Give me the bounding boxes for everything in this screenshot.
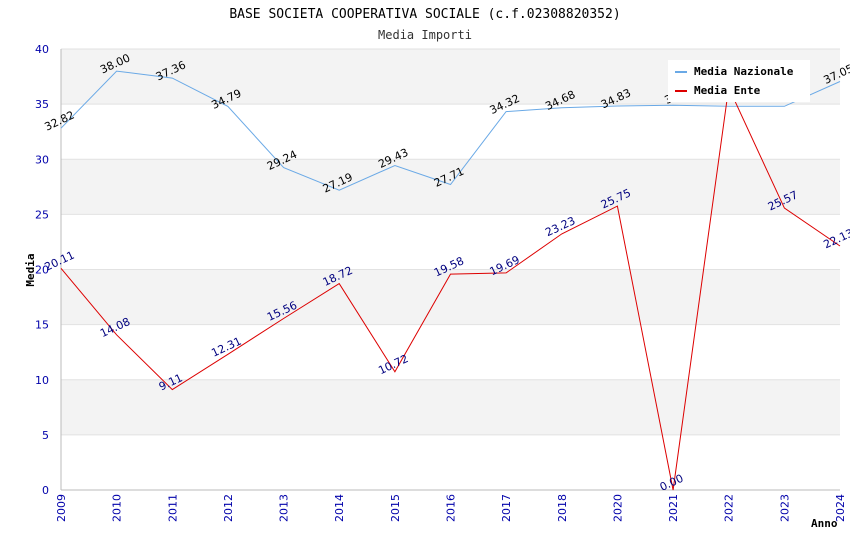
y-axis-title: Media <box>24 253 37 286</box>
x-tick-label: 2011 <box>166 494 179 522</box>
data-label: 10.72 <box>376 352 410 377</box>
x-tick-label: 2013 <box>278 494 291 522</box>
x-tick-label: 2016 <box>445 494 458 522</box>
chart-subtitle: Media Importi <box>378 28 472 42</box>
x-tick-label: 2024 <box>834 494 847 522</box>
gridlines <box>61 48 840 436</box>
x-tick-labels: 2009 2010 2011 2012 2013 2014 2015 2016 2017 2018… <box>55 494 847 522</box>
plot-band <box>61 379 840 435</box>
x-tick-label: 2018 <box>556 494 569 522</box>
x-tick-label: 2022 <box>723 494 736 522</box>
plot-band <box>61 159 840 215</box>
x-tick-label: 2010 <box>111 494 124 522</box>
series-line-media-ente <box>60 85 841 491</box>
y-tick-label: 25 <box>35 208 49 221</box>
y-tick-label: 30 <box>35 153 49 166</box>
y-tick-label: 0 <box>42 484 49 497</box>
x-tick-label: 2009 <box>55 494 68 522</box>
data-label: 0.00 <box>658 472 686 494</box>
x-tick-label: 2020 <box>611 494 624 522</box>
legend-label-media-nazionale: Media Nazionale <box>694 65 794 78</box>
y-tick-label: 20 <box>35 264 49 277</box>
x-tick-label: 2017 <box>500 494 513 522</box>
x-tick-label: 2014 <box>333 494 346 522</box>
y-tick-label: 5 <box>42 429 49 442</box>
legend-box <box>668 60 810 102</box>
y-tick-labels: 0 5 10 15 20 25 30 35 40 <box>35 43 49 497</box>
legend: Media Nazionale Media Ente <box>668 60 810 102</box>
plot-band <box>61 269 840 325</box>
y-tick-label: 15 <box>35 319 49 332</box>
x-tick-label: 2012 <box>222 494 235 522</box>
y-tick-label: 10 <box>35 374 49 387</box>
data-label: 12.31 <box>209 335 243 360</box>
series-lines <box>60 70 841 491</box>
data-label: 32.82 <box>42 108 76 133</box>
legend-label-media-ente: Media Ente <box>694 84 761 97</box>
data-label: 22.13 <box>821 226 850 251</box>
x-tick-label: 2023 <box>778 494 791 522</box>
chart-title: BASE SOCIETA COOPERATIVA SOCIALE (c.f.02… <box>229 7 620 22</box>
x-tick-label: 2015 <box>389 494 402 522</box>
x-tick-label: 2021 <box>667 494 680 522</box>
plot-bands <box>61 49 840 435</box>
series-line-media-nazionale <box>60 70 841 191</box>
y-tick-label: 40 <box>35 43 49 56</box>
y-tick-label: 35 <box>35 98 49 111</box>
x-axis-title: Anno <box>811 517 838 530</box>
